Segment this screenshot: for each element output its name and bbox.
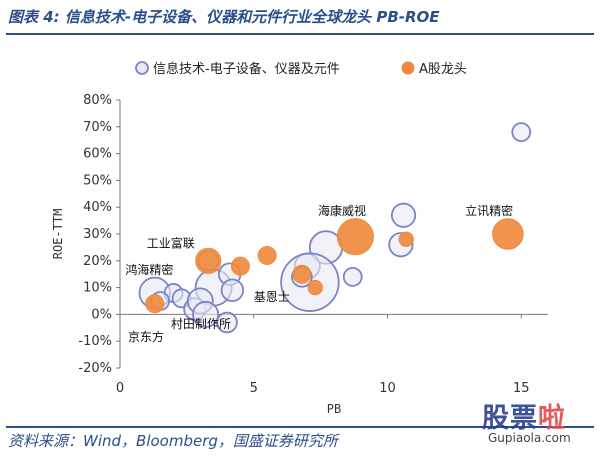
a-share-point [292, 264, 312, 284]
annotation-label: 京东方 [128, 329, 164, 344]
y-tick-label: -10% [78, 334, 112, 349]
a-share-point [230, 256, 250, 276]
y-tick-label: 80% [83, 93, 112, 108]
annotation-label: 立讯精密 [465, 203, 513, 218]
y-tick-label: 40% [83, 200, 112, 215]
y-tick-label: 70% [83, 120, 112, 135]
y-tick-label: 0% [91, 307, 112, 322]
global-point [192, 300, 220, 328]
y-tick-label: 60% [83, 147, 112, 162]
chart-title: 图表 4: 信息技术-电子设备、仪器和元件行业全球龙头 PB-ROE [8, 8, 440, 26]
x-tick-label: 0 [116, 381, 124, 396]
annotation-label: 基恩士 [254, 290, 290, 304]
watermark-suffix: 啦 [538, 403, 566, 434]
title-rule [6, 33, 594, 35]
x-tick-label: 5 [250, 381, 258, 396]
global-point [511, 122, 532, 143]
a-share-point [307, 279, 323, 296]
a-share-point [195, 247, 222, 274]
annotation-label: 工业富联 [147, 235, 195, 250]
annotation-label: 鸿海精密 [125, 262, 173, 277]
source-note: 资料来源：Wind，Bloomberg，国盛证券研究所 [8, 432, 338, 450]
a-share-point [398, 231, 414, 248]
x-axis-title: PB [327, 402, 341, 416]
legend-label-a-share: A股龙头 [419, 62, 467, 77]
a-share-point [336, 218, 374, 256]
legend-marker-a-share [401, 61, 415, 75]
x-tick-label: 15 [513, 381, 530, 396]
watermark-logo: 股票啦 [482, 396, 566, 435]
y-tick-label: 10% [83, 281, 112, 296]
a-share-point [257, 245, 277, 265]
a-share-point [492, 218, 524, 250]
watermark-url: Gupiaola.com [488, 431, 571, 445]
footer-rule [6, 426, 594, 428]
y-tick-label: -20% [78, 361, 112, 376]
y-axis-title: ROE-TTM [51, 209, 65, 260]
global-point [342, 266, 363, 287]
y-tick-label: 50% [83, 173, 112, 188]
annotation-label: 村田制作所 [171, 317, 231, 331]
annotation-label: 海康威视 [318, 203, 366, 218]
global-point [390, 202, 417, 228]
watermark-prefix: 股票 [482, 403, 538, 434]
global-point [220, 278, 245, 302]
legend-marker-global [135, 61, 149, 75]
x-tick-label: 10 [379, 381, 396, 396]
y-tick-label: 30% [83, 227, 112, 242]
y-tick-label: 20% [83, 254, 112, 269]
global-point [216, 311, 238, 334]
a-share-point [145, 294, 165, 314]
legend-label-global: 信息技术-电子设备、仪器及元件 [153, 61, 340, 77]
